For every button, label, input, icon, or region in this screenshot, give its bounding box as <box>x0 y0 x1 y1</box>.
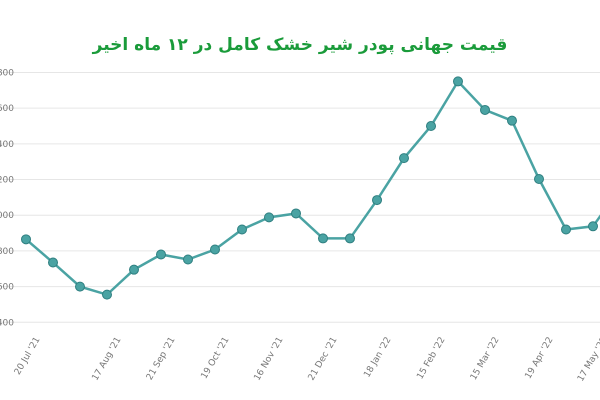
data-point <box>291 208 301 219</box>
x-tick-label: 16 Nov '21 <box>253 336 286 383</box>
data-point <box>210 244 220 255</box>
x-tick-label: 18 Jan '22 <box>362 336 393 380</box>
chart-title: قیمت جهانی پودر شیر خشک کامل در ۱۲ ماه ا… <box>92 35 508 55</box>
data-point <box>156 249 166 260</box>
data-point <box>534 174 544 185</box>
x-tick-label: 21 Sep '21 <box>145 336 178 383</box>
data-point <box>507 115 517 126</box>
data-point <box>453 76 463 87</box>
data-point <box>48 257 58 268</box>
x-tick-label: 19 Apr '22 <box>524 336 556 381</box>
data-point <box>102 289 112 300</box>
data-point <box>372 195 382 206</box>
x-tick-label: 17 Aug '21 <box>91 336 124 383</box>
data-point <box>588 221 598 232</box>
x-tick-label: 15 Feb '22 <box>415 336 447 382</box>
y-tick-label: 4,800 <box>0 68 14 78</box>
data-point <box>399 153 409 164</box>
y-tick-label: 4,400 <box>0 140 14 150</box>
x-tick-label: 19 Oct '21 <box>200 336 232 381</box>
y-tick-label: 3,400 <box>0 318 14 328</box>
data-point <box>264 212 274 223</box>
x-tick-label: 20 Jul '21 <box>13 336 43 377</box>
data-point <box>237 224 247 235</box>
y-tick-label: 3,800 <box>0 247 14 257</box>
data-point <box>183 254 193 265</box>
data-point <box>75 281 85 292</box>
data-point <box>21 234 31 245</box>
data-point <box>561 224 571 235</box>
x-tick-label: 17 May '22 <box>576 336 600 384</box>
y-tick-label: 3,600 <box>0 283 14 293</box>
x-tick-label: 15 Mar '22 <box>469 336 502 383</box>
data-point <box>480 104 490 115</box>
data-point <box>129 264 139 275</box>
data-point <box>345 233 355 244</box>
y-tick-label: 4,200 <box>0 176 14 186</box>
series-line <box>25 79 600 297</box>
data-point <box>318 233 328 244</box>
y-tick-label: 4,600 <box>0 104 14 114</box>
x-tick-label: 21 Dec '21 <box>307 336 340 383</box>
y-tick-label: 4,000 <box>0 211 14 221</box>
data-point <box>426 121 436 132</box>
